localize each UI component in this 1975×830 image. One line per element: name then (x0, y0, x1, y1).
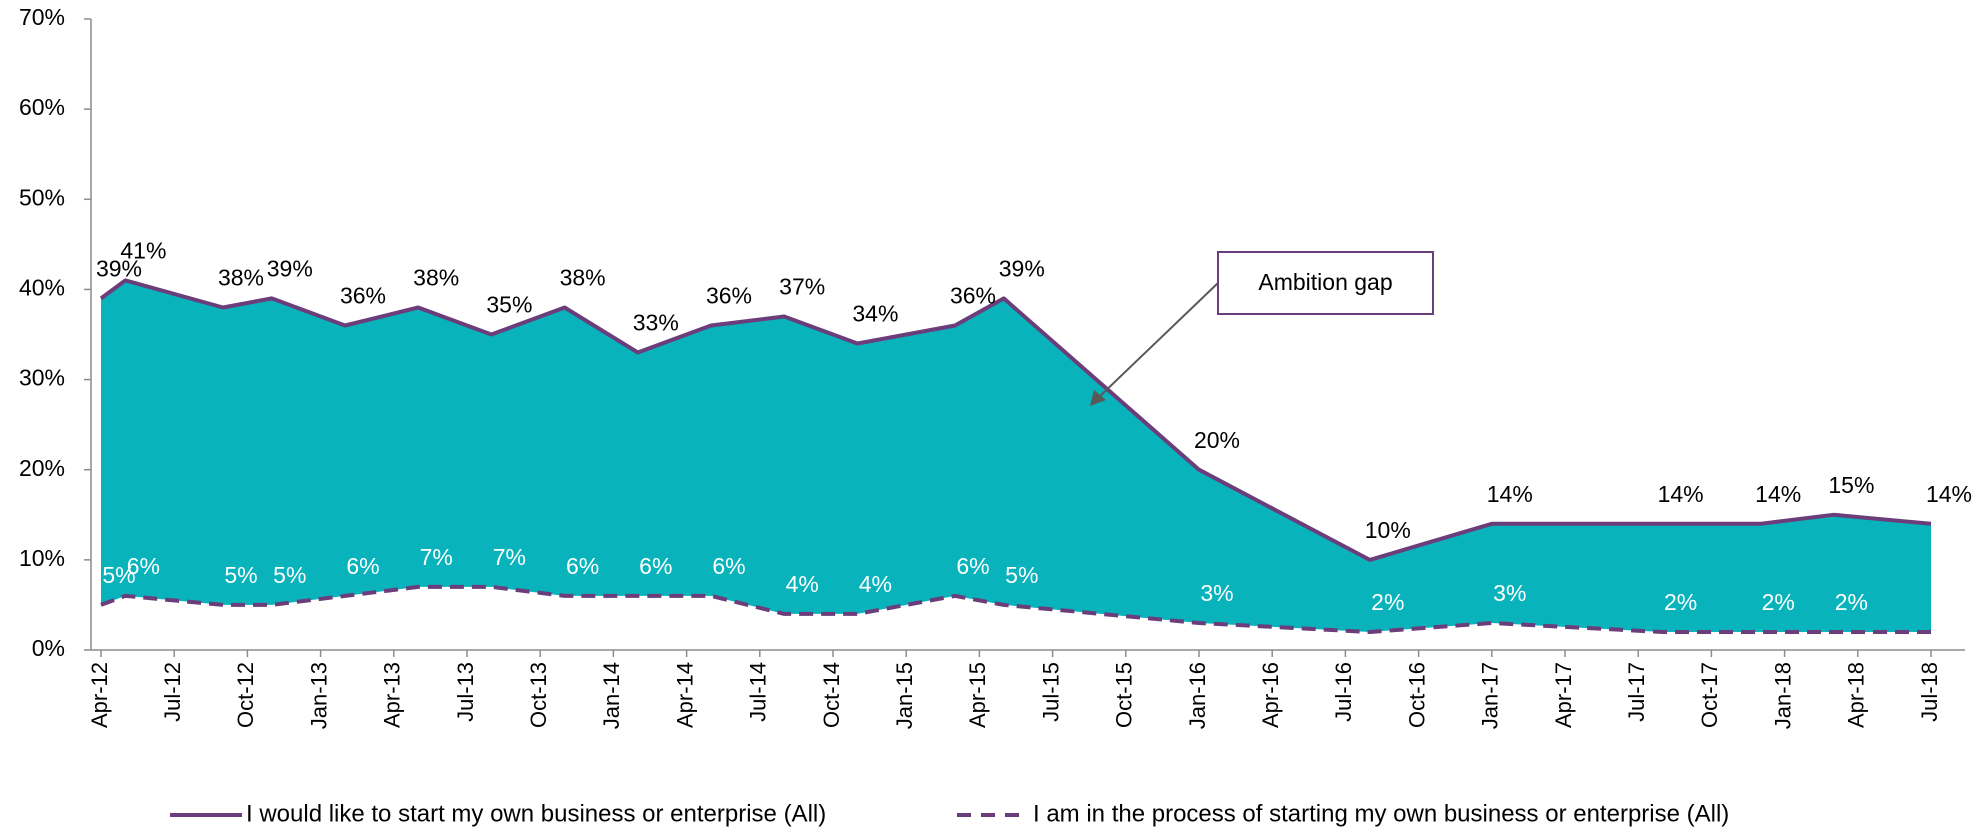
data-label: 14% (1487, 481, 1533, 507)
data-label: 14% (1926, 481, 1972, 507)
x-tick-label: Jan-13 (306, 662, 331, 729)
annotation-layer: Ambition gap (1090, 251, 1434, 406)
x-tick-label: Jan-16 (1185, 662, 1210, 729)
data-label: 36% (950, 283, 996, 309)
data-label: 39% (999, 256, 1045, 282)
x-tick-label: Jul-12 (160, 662, 185, 722)
data-label: 15% (1828, 472, 1874, 498)
x-tick-label: Jan-17 (1478, 662, 1503, 729)
data-label: 2% (1932, 589, 1965, 615)
legend: I would like to start my own business or… (170, 800, 1729, 827)
data-label: 7% (420, 544, 453, 570)
x-tick-label: Apr-15 (965, 662, 990, 728)
x-tick-label: Jul-15 (1038, 662, 1063, 722)
data-label: 2% (1762, 589, 1795, 615)
annotation-arrowhead (1090, 390, 1106, 406)
gap-area (101, 280, 1931, 632)
data-label: 5% (224, 562, 257, 588)
data-label: 6% (639, 553, 672, 579)
y-tick-label: 30% (19, 365, 65, 391)
data-label: 6% (956, 553, 989, 579)
x-tick-label: Jan-14 (599, 662, 624, 729)
data-label: 2% (1835, 589, 1868, 615)
y-tick-label: 70% (19, 4, 65, 30)
x-tick-label: Apr-18 (1844, 662, 1869, 728)
x-tick-label: Oct-14 (819, 662, 844, 728)
legend-label: I would like to start my own business or… (246, 800, 826, 827)
x-tick-label: Apr-17 (1551, 662, 1576, 728)
x-tick-label: Oct-16 (1404, 662, 1429, 728)
data-label: 39% (267, 256, 313, 282)
line-layer (99, 278, 1932, 634)
data-label: 2% (1371, 589, 1404, 615)
data-label: 4% (786, 571, 819, 597)
x-tick-label: Jul-18 (1917, 662, 1942, 722)
legend-label: I am in the process of starting my own b… (1033, 800, 1729, 827)
data-label: 4% (859, 571, 892, 597)
x-tick-label: Oct-13 (526, 662, 551, 728)
annotation-box (1217, 251, 1434, 315)
data-label: 38% (413, 265, 459, 291)
y-tick-label: 50% (19, 184, 65, 210)
data-label: 2% (1664, 589, 1697, 615)
data-label: 34% (852, 301, 898, 327)
x-tick-label: Jul-14 (746, 662, 771, 722)
x-tick-label: Jan-18 (1770, 662, 1795, 729)
data-label: 36% (340, 283, 386, 309)
annotation-arrow (1097, 282, 1219, 399)
x-tick-label: Jan-15 (892, 662, 917, 729)
data-label: 3% (1200, 580, 1233, 606)
x-tick-label: Apr-16 (1258, 662, 1283, 728)
data-label: 35% (486, 292, 532, 318)
data-label: 5% (273, 562, 306, 588)
y-tick-label: 10% (19, 545, 65, 571)
x-tick-label: Apr-12 (87, 662, 112, 728)
data-label: 5% (1005, 562, 1038, 588)
x-tick-label: Oct-15 (1112, 662, 1137, 728)
axes-layer: 0% 10% 20% 30% 40% 50% 60% 70% Apr-12 Jul-12 Oct-1… (19, 4, 1965, 729)
data-label: 6% (566, 553, 599, 579)
x-tick-label: Jul-17 (1624, 662, 1649, 722)
y-tick-label: 20% (19, 455, 65, 481)
y-tick-label: 40% (19, 275, 65, 301)
data-label: 36% (706, 283, 752, 309)
data-label: 14% (1658, 481, 1704, 507)
x-tick-label: Apr-14 (672, 662, 697, 728)
x-tick-label: Jul-16 (1331, 662, 1356, 722)
data-label: 6% (127, 553, 160, 579)
y-tick-label: 60% (19, 94, 65, 120)
series-line (100, 584, 1931, 634)
data-label: 5% (102, 562, 135, 588)
area-layer (101, 280, 1931, 632)
x-tick-label: Apr-13 (380, 662, 405, 728)
data-label: 6% (346, 553, 379, 579)
x-tick-label: Jul-13 (453, 662, 478, 722)
data-label: 14% (1755, 481, 1801, 507)
data-label: 41% (120, 237, 166, 263)
series-line (99, 278, 1932, 562)
data-label: 38% (560, 265, 606, 291)
data-label: 10% (1365, 517, 1411, 543)
x-tick-label: Oct-12 (233, 662, 258, 728)
data-label: 3% (1493, 580, 1526, 606)
data-label: 20% (1194, 427, 1240, 453)
data-label: 38% (218, 265, 264, 291)
x-tick-label: Oct-17 (1697, 662, 1722, 728)
y-tick-label: 0% (32, 635, 65, 661)
data-label: 39% (96, 256, 142, 282)
label-layer: 39%41%38% 39%36%38%35%38%33%36% 37%34%36%3… (96, 237, 1972, 615)
data-label: 7% (493, 544, 526, 570)
annotation-text: Ambition gap (1258, 269, 1392, 295)
data-label: 6% (712, 553, 745, 579)
data-label: 33% (633, 310, 679, 336)
data-label: 37% (779, 274, 825, 300)
